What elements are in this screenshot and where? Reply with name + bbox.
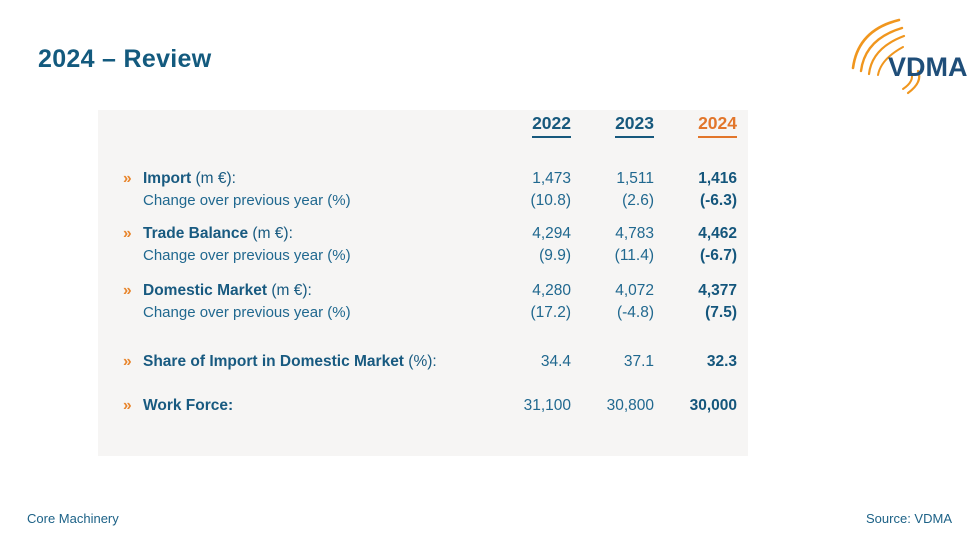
table-row-share-of-import: » Share of Import in Domestic Market (%):… — [98, 351, 737, 373]
value-cell-2024: 4,377 (7.5) — [654, 280, 737, 323]
page-title: 2024 – Review — [38, 45, 212, 73]
value: 4,294 — [532, 225, 571, 242]
footer-source: Source: VDMA — [866, 511, 952, 526]
value-cell-2022: 4,280 (17.2) — [488, 280, 572, 323]
metric-name: Share of Import in Domestic Market — [143, 353, 404, 370]
value: 4,280 — [532, 282, 571, 299]
value-cell-2023: 1,511 (2.6) — [571, 168, 654, 211]
table-row-domestic-market: » Domestic Market (m €): Change over prev… — [98, 280, 737, 323]
chevron-bullet-icon: » — [123, 397, 132, 414]
value: 4,783 — [615, 225, 654, 242]
metric-name: Import — [143, 170, 192, 187]
metric-label-cell: » Import (m €): Change over previous year… — [98, 168, 488, 211]
value-cell-2024: 30,000 — [654, 395, 737, 417]
chevron-bullet-icon: » — [123, 225, 132, 242]
metric-sublabel: Change over previous year (%) — [143, 191, 351, 209]
value-cell-2022: 1,473 (10.8) — [488, 168, 572, 211]
metric-label-line: » Share of Import in Domestic Market (%): — [123, 351, 488, 373]
subvalue: (7.5) — [705, 303, 737, 321]
header-spacer — [98, 113, 488, 138]
column-header-2024: 2024 — [654, 113, 737, 138]
subvalue: (-4.8) — [616, 303, 654, 321]
value: 1,473 — [532, 170, 571, 187]
metric-unit: (m €): — [248, 225, 293, 242]
value-cell-2023: 4,783 (11.4) — [571, 223, 654, 266]
chevron-bullet-icon: » — [123, 170, 132, 187]
value: 37.1 — [623, 353, 654, 370]
column-header-2023: 2023 — [571, 113, 654, 138]
metric-label-cell: » Domestic Market (m €): Change over prev… — [98, 280, 488, 323]
table-row-work-force: » Work Force: 31,100 30,800 30,000 — [98, 395, 737, 417]
metric-label-cell: » Work Force: — [98, 395, 488, 417]
value-cell-2023: 4,072 (-4.8) — [571, 280, 654, 323]
value-cell-2023: 37.1 — [571, 351, 654, 373]
table-header-row: 2022 2023 2024 — [98, 113, 737, 138]
metric-sublabel: Change over previous year (%) — [143, 303, 351, 321]
subvalue: (11.4) — [614, 246, 654, 264]
value: 4,072 — [615, 282, 654, 299]
value-cell-2024: 1,416 (-6.3) — [654, 168, 737, 211]
metric-label-line: » Trade Balance (m €): — [123, 223, 488, 245]
value: 1,511 — [616, 170, 654, 187]
value: 1,416 — [698, 170, 737, 187]
table-row-import: » Import (m €): Change over previous year… — [98, 168, 737, 211]
footer-category: Core Machinery — [27, 511, 119, 526]
value: 31,100 — [523, 397, 571, 414]
subvalue: (9.9) — [539, 246, 571, 264]
subvalue: (10.8) — [530, 191, 572, 209]
metric-sublabel: Change over previous year (%) — [143, 246, 351, 264]
value: 4,377 — [698, 282, 737, 299]
value-cell-2023: 30,800 — [571, 395, 654, 417]
value-cell-2024: 32.3 — [654, 351, 737, 373]
metric-name: Domestic Market — [143, 282, 268, 299]
value: 30,000 — [689, 397, 737, 414]
metric-label-cell: » Trade Balance (m €): Change over previo… — [98, 223, 488, 266]
value-cell-2022: 31,100 — [488, 395, 571, 417]
metric-label-cell: » Share of Import in Domestic Market (%): — [98, 351, 488, 373]
subvalue: (-6.7) — [699, 246, 737, 264]
metric-unit: (m €): — [267, 282, 312, 299]
value: 34.4 — [540, 353, 571, 370]
chevron-bullet-icon: » — [123, 282, 132, 299]
subvalue: (17.2) — [530, 303, 572, 321]
table-row-trade-balance: » Trade Balance (m €): Change over previo… — [98, 223, 737, 266]
value: 30,800 — [606, 397, 654, 414]
subvalue: (2.6) — [622, 191, 654, 209]
metric-name: Trade Balance — [143, 225, 249, 242]
value: 32.3 — [706, 353, 737, 370]
metric-unit: (%): — [403, 353, 437, 370]
value-cell-2024: 4,462 (-6.7) — [654, 223, 737, 266]
metric-label-line: » Work Force: — [123, 395, 488, 417]
metric-label-line: » Import (m €): — [123, 168, 488, 190]
vdma-logo: VDMA — [851, 18, 968, 95]
value-cell-2022: 4,294 (9.9) — [488, 223, 571, 266]
chevron-bullet-icon: » — [123, 353, 132, 370]
metric-unit: (m €): — [191, 170, 236, 187]
value: 4,462 — [698, 225, 737, 242]
value-cell-2022: 34.4 — [488, 351, 571, 373]
column-header-2022: 2022 — [488, 113, 571, 138]
table-panel: 2022 2023 2024 » Import (m €): Change ove… — [98, 110, 748, 456]
subvalue: (-6.3) — [699, 191, 737, 209]
vdma-logo-text: VDMA — [888, 52, 968, 82]
metric-name: Work Force: — [143, 397, 234, 414]
metric-label-line: » Domestic Market (m €): — [123, 280, 488, 302]
vdma-logo-arcs-icon — [851, 18, 921, 95]
